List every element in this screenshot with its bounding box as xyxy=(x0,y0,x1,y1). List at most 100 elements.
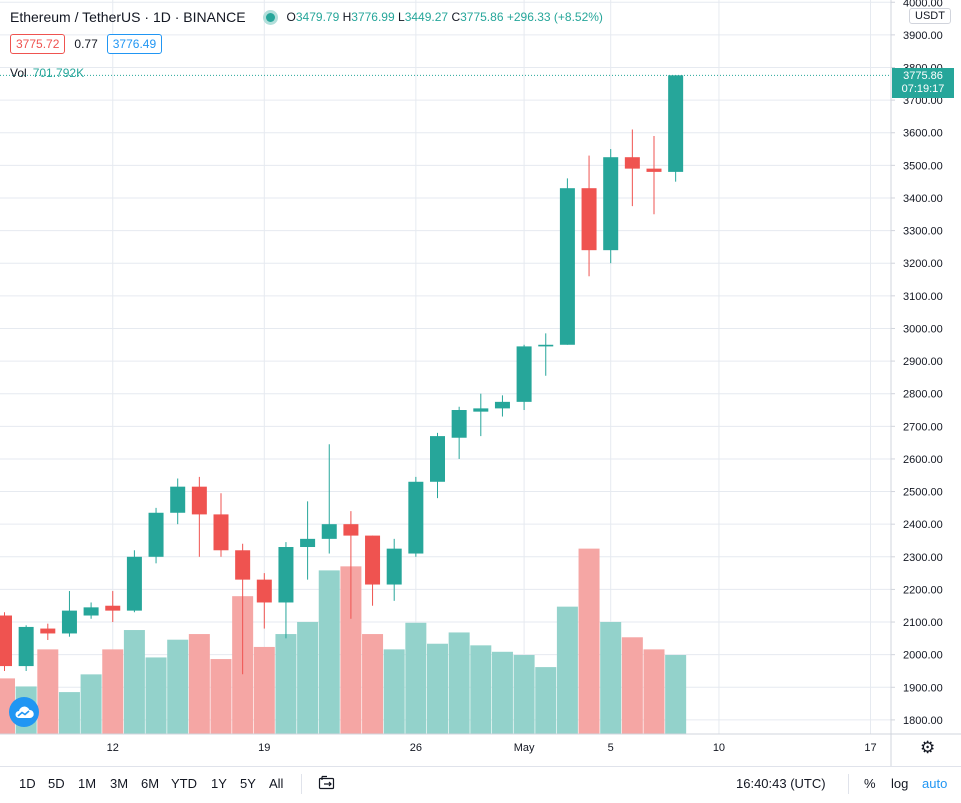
range-1m[interactable]: 1M xyxy=(78,776,97,791)
range-1d[interactable]: 1D xyxy=(19,776,36,791)
sell-button[interactable]: 3775.72 xyxy=(10,34,66,54)
low-label: L xyxy=(398,10,405,24)
price-tick-label: 3900.00 xyxy=(903,30,943,42)
time-tick-label: May xyxy=(514,742,535,754)
volume-value: 701.792K xyxy=(32,66,85,80)
price-tick-label: 2000.00 xyxy=(903,650,943,662)
time-tick-label: 12 xyxy=(107,742,119,754)
candle-body xyxy=(365,535,381,585)
price-axis: 1800.00 1900.00 2000.00 2100.00 2200.00 2300.… xyxy=(891,0,943,727)
volume-bar xyxy=(340,566,362,734)
candle-body xyxy=(0,615,12,667)
range-1y[interactable]: 1Y xyxy=(211,776,227,791)
high-label: H xyxy=(342,10,352,24)
volume-bar xyxy=(427,643,448,734)
range-all[interactable]: All xyxy=(269,776,284,791)
volume-bar xyxy=(253,646,275,734)
close-value: 3775.86 xyxy=(460,10,504,24)
candle-body xyxy=(126,556,142,611)
candle-body xyxy=(494,401,510,409)
toolbar-divider xyxy=(301,774,302,794)
chart-grid xyxy=(0,0,891,734)
range-6m[interactable]: 6M xyxy=(141,776,160,791)
candle-body xyxy=(235,550,251,580)
candle-body xyxy=(603,157,619,251)
price-tick-label: 2200.00 xyxy=(903,584,943,596)
candle-body xyxy=(256,579,272,603)
percent-toggle[interactable]: % xyxy=(864,776,876,791)
buy-button[interactable]: 3776.49 xyxy=(106,34,163,54)
trade-buttons: 3775.72 0.77 3776.49 xyxy=(10,34,163,54)
last-price-tag: 3775.86 07:19:17 xyxy=(892,68,954,98)
auto-toggle[interactable]: auto xyxy=(922,776,948,791)
volume-bar xyxy=(578,548,600,734)
price-tick-label: 3200.00 xyxy=(903,258,943,270)
candle-body xyxy=(559,188,575,345)
candle-body xyxy=(105,605,121,611)
volume-bar xyxy=(556,606,578,734)
time-tick-label: 26 xyxy=(410,742,422,754)
candle-body xyxy=(61,610,77,634)
volume-bar xyxy=(665,655,687,734)
market-status-icon xyxy=(265,12,275,22)
price-tick-label: 3000.00 xyxy=(903,323,943,335)
symbol-title[interactable]: Ethereum / TetherUS · 1D · BINANCE xyxy=(10,9,246,25)
candle-body xyxy=(300,538,316,548)
volume-legend[interactable]: Vol 701.792K xyxy=(10,66,84,80)
price-tick-label: 3400.00 xyxy=(903,193,943,205)
volume-bar xyxy=(167,639,189,734)
volume-bar xyxy=(383,649,405,734)
candle-body xyxy=(386,548,402,585)
candle-body xyxy=(170,486,186,513)
currency-label[interactable]: USDT xyxy=(909,8,951,24)
volume-bar xyxy=(621,637,643,734)
range-5y[interactable]: 5Y xyxy=(240,776,256,791)
gear-icon[interactable]: ⚙ xyxy=(920,738,936,757)
candle-body xyxy=(408,481,424,554)
volume-bar xyxy=(600,621,622,734)
candle-body xyxy=(668,75,684,172)
candle-body xyxy=(646,168,662,172)
candle-body xyxy=(213,514,229,551)
price-tick-label: 2900.00 xyxy=(903,356,943,368)
volume-bar xyxy=(123,630,145,734)
volume-bars xyxy=(0,548,687,734)
volume-bar xyxy=(80,674,102,734)
price-tick-label: 4000.00 xyxy=(903,0,943,9)
low-value: 3449.27 xyxy=(404,10,449,24)
volume-bar xyxy=(102,649,124,734)
candle-body xyxy=(321,524,337,539)
price-tick-label: 3300.00 xyxy=(903,226,943,238)
log-toggle[interactable]: log xyxy=(891,776,909,791)
price-tick-label: 1800.00 xyxy=(903,715,943,727)
compare-glyph xyxy=(318,775,335,790)
tradingview-cloud-icon[interactable] xyxy=(9,697,39,727)
chart-canvas[interactable]: 1800.00 1900.00 2000.00 2100.00 2200.00 2300.… xyxy=(0,0,961,766)
range-ytd[interactable]: YTD xyxy=(171,776,197,791)
volume-label: Vol xyxy=(10,66,27,80)
price-tick-label: 2500.00 xyxy=(903,487,943,499)
range-5d[interactable]: 5D xyxy=(48,776,65,791)
volume-bar xyxy=(275,634,297,734)
price-tick-label: 3100.00 xyxy=(903,291,943,303)
volume-bar xyxy=(188,634,210,734)
change-value: +296.33 (+8.52%) xyxy=(506,10,603,24)
volume-bar xyxy=(643,649,665,734)
exchange: BINANCE xyxy=(183,9,246,25)
volume-bar xyxy=(58,692,80,734)
symbol-name: Ethereum / TetherUS xyxy=(10,9,141,25)
compare-icon[interactable] xyxy=(318,775,336,794)
candle-body xyxy=(430,436,445,482)
time-tick-label: 10 xyxy=(713,742,725,754)
time-tick-label: 17 xyxy=(864,742,876,754)
candle-body xyxy=(538,344,554,347)
candle-body xyxy=(40,628,56,634)
high-value: 3776.99 xyxy=(351,10,395,24)
last-price-value: 3775.86 xyxy=(903,70,943,82)
range-3m[interactable]: 3M xyxy=(110,776,129,791)
candle-body xyxy=(83,607,99,616)
clock-time[interactable]: 16:40:43 (UTC) xyxy=(736,776,826,791)
price-tick-label: 3600.00 xyxy=(903,128,943,140)
price-tick-label: 2800.00 xyxy=(903,389,943,401)
candlesticks xyxy=(0,75,684,675)
